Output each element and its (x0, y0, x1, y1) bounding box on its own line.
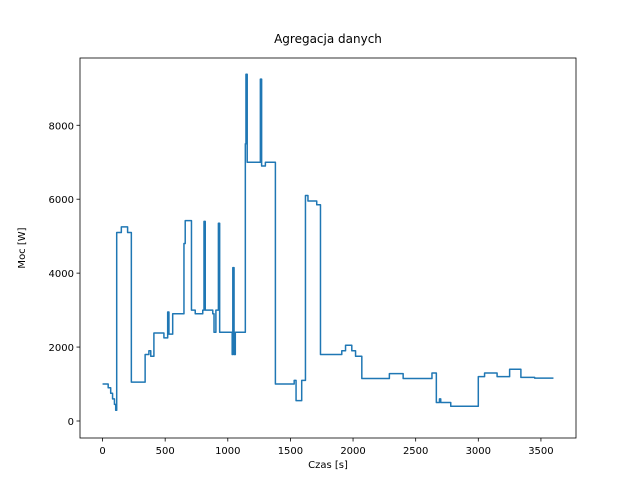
x-tick-label: 2000 (340, 446, 365, 457)
y-tick-label: 0 (68, 417, 74, 428)
x-tick-label: 2500 (403, 446, 428, 457)
y-tick-label: 4000 (49, 269, 74, 280)
x-tick-label: 1500 (278, 446, 303, 457)
y-tick-label: 6000 (49, 195, 74, 206)
x-tick-label: 500 (156, 446, 175, 457)
x-tick-label: 0 (99, 446, 105, 457)
x-tick-label: 3500 (528, 446, 553, 457)
y-tick-label: 8000 (49, 121, 74, 132)
y-axis-title: Moc [W] (17, 227, 28, 268)
y-tick-label: 2000 (49, 343, 74, 354)
x-axis-title: Czas [s] (308, 460, 348, 471)
data-line (102, 73, 554, 412)
x-tick-label: 1000 (215, 446, 240, 457)
plot-frame (79, 57, 577, 439)
chart-title: Agregacja danych (274, 32, 382, 46)
x-tick-label: 3000 (466, 446, 491, 457)
